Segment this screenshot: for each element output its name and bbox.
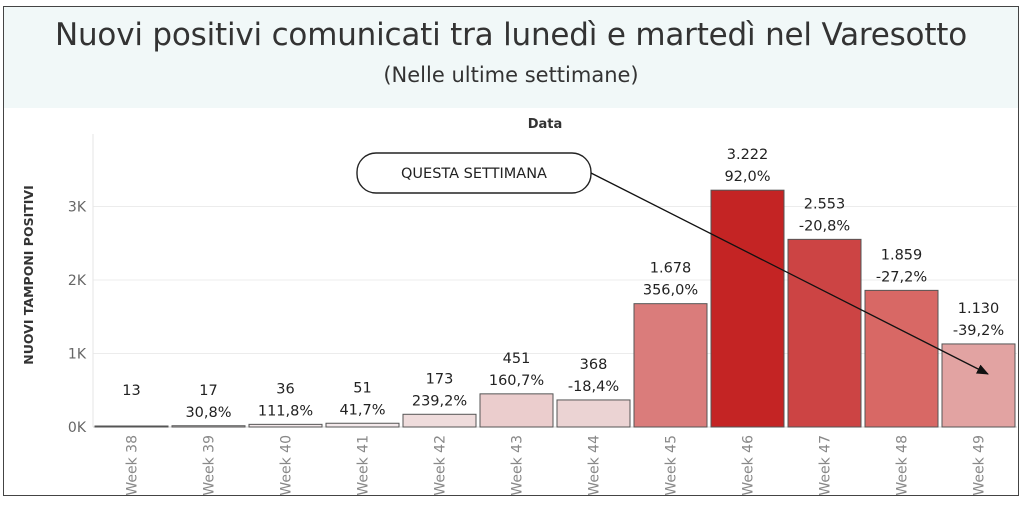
bar xyxy=(171,425,246,428)
bar-value-label: 51 xyxy=(353,380,371,396)
bar-pct-label: -39,2% xyxy=(953,323,1004,339)
bar-value-label: 368 xyxy=(580,357,608,373)
x-tick-label: Week 45 xyxy=(664,435,680,496)
bar-pct-label: 356,0% xyxy=(643,283,698,299)
x-tick-label: Week 38 xyxy=(125,435,141,496)
bar-value-label: 17 xyxy=(199,383,217,399)
bar-pct-label: 30,8% xyxy=(185,405,231,421)
x-tick-label: Week 40 xyxy=(279,435,295,496)
bar-pct-label: 92,0% xyxy=(724,169,770,185)
bar xyxy=(556,399,631,428)
x-tick-label: Week 47 xyxy=(818,435,834,496)
annotation-arrow xyxy=(590,172,989,375)
x-tick-label: Week 43 xyxy=(510,435,526,496)
x-tick-label: Week 49 xyxy=(972,435,988,496)
bar-value-label: 36 xyxy=(276,381,294,397)
chart-frame: Nuovi positivi comunicati tra lunedì e m… xyxy=(3,6,1019,496)
bar-pct-label: -27,2% xyxy=(876,269,927,285)
bar xyxy=(633,303,708,428)
bar-pct-label: -20,8% xyxy=(799,218,850,234)
bar-value-label: 1.130 xyxy=(958,301,1000,317)
bar-value-label: 451 xyxy=(503,351,531,367)
bar-value-label: 2.553 xyxy=(804,196,846,212)
bar-value-label: 13 xyxy=(122,383,140,399)
bar xyxy=(710,189,785,428)
chart-title: Nuovi positivi comunicati tra lunedì e m… xyxy=(54,17,967,53)
y-tick-label: 3K xyxy=(68,200,87,216)
annotation-text: QUESTA SETTIMANA xyxy=(401,166,547,182)
x-tick-label: Week 41 xyxy=(356,435,372,496)
bar-pct-label: 239,2% xyxy=(412,393,467,409)
x-tick-label: Week 48 xyxy=(895,435,911,496)
bar-value-label: 173 xyxy=(426,371,454,387)
bar xyxy=(941,343,1016,428)
bar-value-label: 3.222 xyxy=(727,147,769,163)
x-tick-label: Week 46 xyxy=(741,435,757,496)
x-tick-label: Week 44 xyxy=(587,435,603,496)
chart-header: Nuovi positivi comunicati tra lunedì e m… xyxy=(4,7,1018,108)
bar xyxy=(325,422,400,428)
bar-pct-label: 160,7% xyxy=(489,373,544,389)
bar-pct-label: 41,7% xyxy=(339,402,385,418)
y-axis-title: NUOVI TAMPONI POSITIVI xyxy=(21,185,36,364)
y-tick-label: 2K xyxy=(68,273,87,289)
bar-chart: Data NUOVI TAMPONI POSITIVI 0K 1K 2K 3K 13 Week… xyxy=(21,117,1017,496)
bar xyxy=(248,423,323,428)
x-axis-title: Data xyxy=(528,117,563,132)
x-tick-label: Week 42 xyxy=(433,435,449,496)
bar xyxy=(787,238,862,428)
bar xyxy=(402,413,477,428)
bar xyxy=(479,393,554,428)
bar-pct-label: -18,4% xyxy=(568,379,619,395)
y-tick-label: 1K xyxy=(68,347,87,363)
bar xyxy=(94,425,169,428)
chart-subtitle: (Nelle ultime settimane) xyxy=(383,63,639,87)
x-tick-label: Week 39 xyxy=(202,435,218,496)
bar-value-label: 1.859 xyxy=(881,247,923,263)
bar-value-label: 1.678 xyxy=(650,261,692,277)
y-tick-label: 0K xyxy=(68,420,87,436)
bar xyxy=(864,289,939,428)
bar-pct-label: 111,8% xyxy=(258,403,313,419)
